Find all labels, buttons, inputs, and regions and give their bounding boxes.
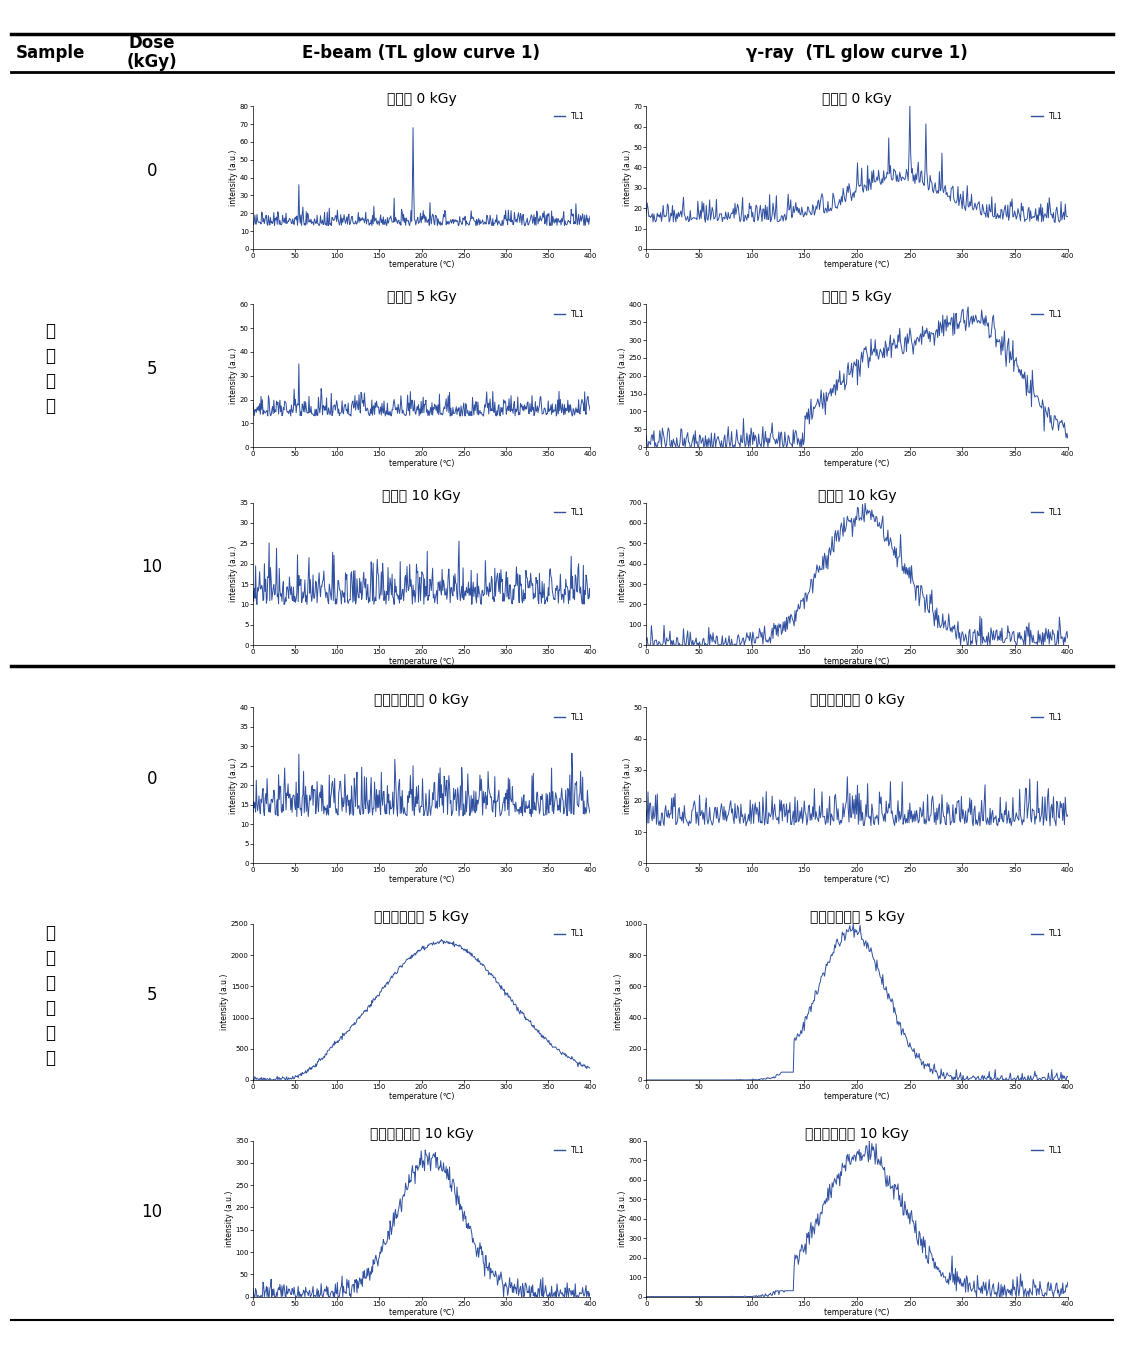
Title: 건망고 5 kGy: 건망고 5 kGy [822, 290, 892, 305]
Y-axis label: intensity (a.u.): intensity (a.u.) [614, 974, 623, 1030]
Title: 건망고 5 kGy: 건망고 5 kGy [387, 290, 456, 305]
Y-axis label: intensity (a.u.): intensity (a.u.) [623, 149, 632, 206]
Y-axis label: intensity (a.u.): intensity (a.u.) [229, 149, 238, 206]
X-axis label: temperature (℃): temperature (℃) [824, 459, 890, 467]
Title: 영아름이유식 5 kGy: 영아름이유식 5 kGy [809, 910, 905, 923]
Legend: TL1: TL1 [1030, 506, 1064, 519]
Y-axis label: intensity (a.u.): intensity (a.u.) [618, 546, 627, 603]
Text: 0: 0 [146, 769, 157, 788]
Legend: TL1: TL1 [1030, 110, 1064, 122]
Y-axis label: intensity (a.u.): intensity (a.u.) [229, 757, 238, 814]
Title: 건망고 10 kGy: 건망고 10 kGy [818, 489, 896, 502]
Legend: TL1: TL1 [1030, 927, 1064, 940]
Title: 건망고 0 kGy: 건망고 0 kGy [387, 92, 456, 106]
X-axis label: temperature (℃): temperature (℃) [824, 657, 890, 666]
Legend: TL1: TL1 [552, 110, 587, 122]
Text: 5: 5 [146, 360, 157, 378]
Legend: TL1: TL1 [552, 506, 587, 519]
Y-axis label: intensity (a.u.): intensity (a.u.) [623, 757, 632, 814]
Text: (kGy): (kGy) [126, 53, 178, 72]
Title: 영아릘이유식 10 kGy: 영아릘이유식 10 kGy [805, 1127, 909, 1140]
Title: 영아름이유식 0 kGy: 영아름이유식 0 kGy [809, 693, 905, 707]
X-axis label: temperature (℃): temperature (℃) [824, 1091, 890, 1101]
Y-axis label: intensity (a.u.): intensity (a.u.) [220, 974, 229, 1030]
Text: Sample: Sample [16, 43, 85, 62]
X-axis label: temperature (℃): temperature (℃) [389, 1091, 454, 1101]
Legend: TL1: TL1 [1030, 711, 1064, 723]
X-axis label: temperature (℃): temperature (℃) [389, 260, 454, 269]
Text: E-beam (TL glow curve 1): E-beam (TL glow curve 1) [302, 43, 541, 62]
Text: 영
아
용
이
유
식: 영 아 용 이 유 식 [46, 923, 55, 1067]
Legend: TL1: TL1 [1030, 309, 1064, 321]
X-axis label: temperature (℃): temperature (℃) [824, 1308, 890, 1317]
X-axis label: temperature (℃): temperature (℃) [389, 1308, 454, 1317]
Title: 영아름이유식 10 kGy: 영아름이유식 10 kGy [370, 1127, 473, 1140]
Text: 10: 10 [142, 1202, 162, 1221]
Legend: TL1: TL1 [552, 927, 587, 940]
Title: 영아름이유식 0 kGy: 영아름이유식 0 kGy [374, 693, 469, 707]
X-axis label: temperature (℃): temperature (℃) [389, 875, 454, 884]
Title: 건망고 10 kGy: 건망고 10 kGy [382, 489, 461, 502]
Text: 10: 10 [142, 558, 162, 575]
Title: 영아름이유식 5 kGy: 영아름이유식 5 kGy [374, 910, 469, 923]
X-axis label: temperature (℃): temperature (℃) [389, 459, 454, 467]
Text: 5: 5 [146, 986, 157, 1005]
Legend: TL1: TL1 [552, 1144, 587, 1156]
X-axis label: temperature (℃): temperature (℃) [824, 875, 890, 884]
Y-axis label: intensity (a.u.): intensity (a.u.) [225, 1190, 234, 1247]
Text: Dose: Dose [128, 34, 175, 53]
Y-axis label: intensity (a.u.): intensity (a.u.) [229, 348, 238, 403]
Y-axis label: intensity (a.u.): intensity (a.u.) [229, 546, 238, 603]
Title: 건망고 0 kGy: 건망고 0 kGy [822, 92, 892, 106]
Legend: TL1: TL1 [552, 711, 587, 723]
Text: 0: 0 [146, 162, 157, 180]
X-axis label: temperature (℃): temperature (℃) [389, 657, 454, 666]
Y-axis label: intensity (a.u.): intensity (a.u.) [618, 348, 627, 403]
Legend: TL1: TL1 [1030, 1144, 1064, 1156]
Text: 건
조
망
고: 건 조 망 고 [46, 322, 55, 416]
X-axis label: temperature (℃): temperature (℃) [824, 260, 890, 269]
Text: γ-ray  (TL glow curve 1): γ-ray (TL glow curve 1) [746, 43, 968, 62]
Y-axis label: intensity (a.u.): intensity (a.u.) [618, 1190, 627, 1247]
Legend: TL1: TL1 [552, 309, 587, 321]
